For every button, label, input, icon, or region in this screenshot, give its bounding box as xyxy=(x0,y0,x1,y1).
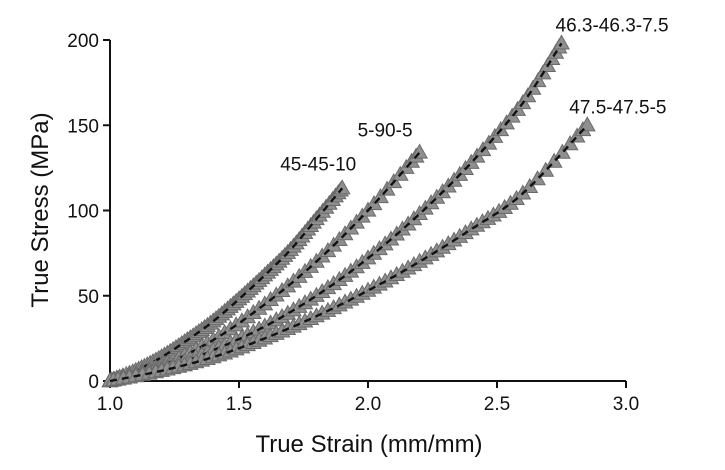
series-4 xyxy=(101,116,596,388)
plot-area xyxy=(101,34,596,388)
y-tick-label: 200 xyxy=(67,31,99,52)
series-label: 45-45-10 xyxy=(280,154,356,175)
data-point xyxy=(378,180,396,196)
fit-line xyxy=(109,124,589,383)
data-point xyxy=(553,143,571,159)
series-label: 5-90-5 xyxy=(358,121,413,142)
y-tick-label: 150 xyxy=(67,116,99,137)
series-2 xyxy=(101,143,429,388)
data-point xyxy=(524,79,542,95)
x-tick-label: 2.0 xyxy=(355,394,381,415)
data-point xyxy=(553,34,570,50)
x-tick-label: 1.5 xyxy=(226,394,252,415)
data-point xyxy=(333,179,351,195)
fit-line xyxy=(109,42,563,383)
x-tick-label: 3.0 xyxy=(613,394,639,415)
data-point xyxy=(411,143,429,159)
x-tick-label: 1.0 xyxy=(97,394,123,415)
x-axis-title: True Strain (mm/mm) xyxy=(255,431,482,458)
series-label: 47.5-47.5-5 xyxy=(569,97,666,118)
x-tick-label: 2.5 xyxy=(484,394,510,415)
data-point xyxy=(529,71,547,88)
y-tick-label: 100 xyxy=(67,202,99,223)
series-labels: 45-45-105-90-5 46.3-46.3-7.5 47.5-47.5-5 xyxy=(280,15,668,175)
data-point xyxy=(578,116,596,132)
axes: 0 50 100 150 200 1.0 1.5 2.0 2.5 3.0 xyxy=(67,31,639,415)
y-axis-title: True Stress (MPa) xyxy=(27,112,54,307)
data-point xyxy=(537,161,555,177)
y-tick-label: 0 xyxy=(88,372,99,393)
data-point xyxy=(561,135,579,151)
data-point xyxy=(372,187,389,204)
series-label: 46.3-46.3-7.5 xyxy=(556,15,669,36)
y-tick-label: 50 xyxy=(78,287,99,308)
data-point xyxy=(545,152,563,168)
